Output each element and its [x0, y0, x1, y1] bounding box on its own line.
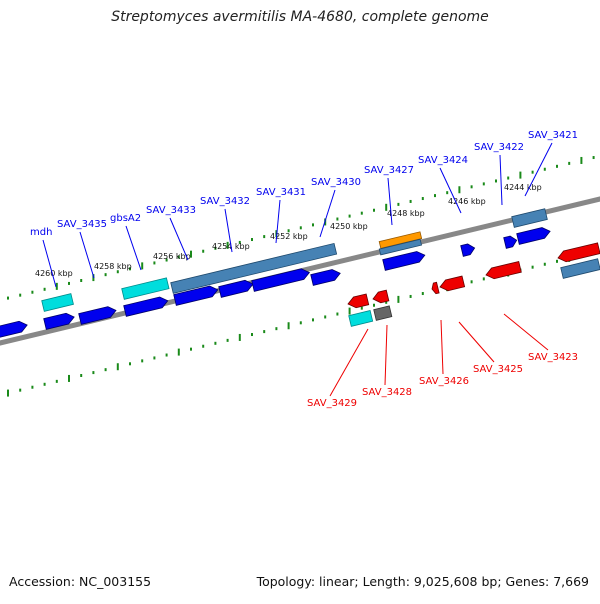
forward-label-3: SAV_3433: [146, 205, 196, 216]
rrna-feature-1: [121, 277, 170, 300]
ruler-label-6: 4248 kbp: [387, 209, 425, 218]
forward-gene-1: [43, 312, 75, 330]
cds-feature-3: [560, 258, 600, 279]
forward-leader-1: [79, 231, 95, 279]
reverse-label-1: SAV_3428: [362, 387, 412, 398]
forward-gene-0: [0, 320, 28, 338]
forward-label-10: SAV_3421: [528, 130, 578, 141]
reverse-gene-4: [485, 261, 522, 280]
reverse-label-3: SAV_3425: [473, 364, 523, 375]
forward-label-5: SAV_3431: [256, 187, 306, 198]
reverse-label-4: SAV_3423: [528, 352, 578, 363]
forward-gene-11: [516, 227, 551, 245]
cds-feature-1: [378, 238, 423, 256]
rrna-feature-2: [348, 310, 374, 327]
ruler-label-2: 4256 kbp: [153, 252, 191, 261]
upper-tick-track: [7, 156, 595, 300]
forward-label-9: SAV_3422: [474, 142, 524, 153]
forward-label-6: SAV_3430: [311, 177, 361, 188]
map-title: Streptomyces avermitilis MA-4680, comple…: [111, 9, 489, 25]
reverse-label-2: SAV_3426: [419, 376, 469, 387]
forward-leader-5: [275, 199, 281, 244]
reverse-gene-2: [431, 281, 440, 295]
forward-label-8: SAV_3424: [418, 155, 468, 166]
forward-label-0: mdh: [30, 227, 52, 238]
forward-label-1: SAV_3435: [57, 219, 107, 230]
forward-leader-2: [125, 225, 142, 271]
ruler-label-0: 4260 kbp: [35, 269, 73, 278]
gray-feature: [373, 305, 393, 321]
forward-gene-3: [123, 296, 169, 317]
reverse-leader-2: [440, 319, 444, 375]
forward-label-4: SAV_3432: [200, 196, 250, 207]
forward-label-2: gbsA2: [110, 213, 141, 224]
ruler-label-5: 4250 kbp: [330, 222, 368, 231]
reverse-leader-0: [329, 328, 369, 397]
reverse-leader-4: [503, 313, 549, 351]
reverse-gene-1: [372, 289, 390, 304]
forward-gene-2: [78, 306, 117, 325]
forward-gene-5: [218, 279, 254, 298]
forward-leader-7: [387, 177, 393, 226]
reverse-leader-1: [384, 324, 388, 386]
feature-track: [0, 208, 600, 338]
forward-gene-6: [251, 268, 311, 292]
ruler-label-1: 4258 kbp: [94, 262, 132, 271]
cds-feature-0: [170, 242, 338, 294]
ruler-label-7: 4246 kbp: [448, 197, 486, 206]
forward-leader-4: [224, 208, 233, 253]
ruler-label-8: 4244 kbp: [504, 183, 542, 192]
forward-leader-8: [439, 167, 462, 214]
reverse-label-0: SAV_3429: [307, 398, 357, 409]
forward-gene-9: [460, 243, 476, 257]
cds-feature-2: [511, 208, 548, 228]
reverse-gene-3: [439, 275, 466, 292]
orange-feature: [378, 231, 423, 249]
reverse-gene-labels: SAV_3429 SAV_3428 SAV_3426 SAV_3425 SAV_3423: [307, 313, 578, 409]
forward-leader-6: [319, 189, 336, 238]
rrna-feature-0: [41, 293, 74, 312]
forward-leader-3: [169, 217, 189, 261]
forward-leader-10: [524, 142, 553, 197]
accession-text: Accession: NC_003155: [9, 574, 152, 589]
forward-gene-8: [382, 251, 426, 271]
forward-leader-0: [42, 239, 57, 288]
ruler-label-4: 4252 kbp: [270, 232, 308, 241]
forward-leader-9: [499, 154, 503, 206]
reverse-gene-0: [347, 293, 370, 309]
forward-label-7: SAV_3427: [364, 165, 414, 176]
genome-summary-text: Topology: linear; Length: 9,025,608 bp; …: [256, 574, 589, 589]
forward-gene-4: [173, 285, 219, 306]
forward-gene-7: [310, 269, 341, 286]
reverse-leader-3: [458, 321, 495, 363]
forward-gene-10: [503, 235, 518, 249]
